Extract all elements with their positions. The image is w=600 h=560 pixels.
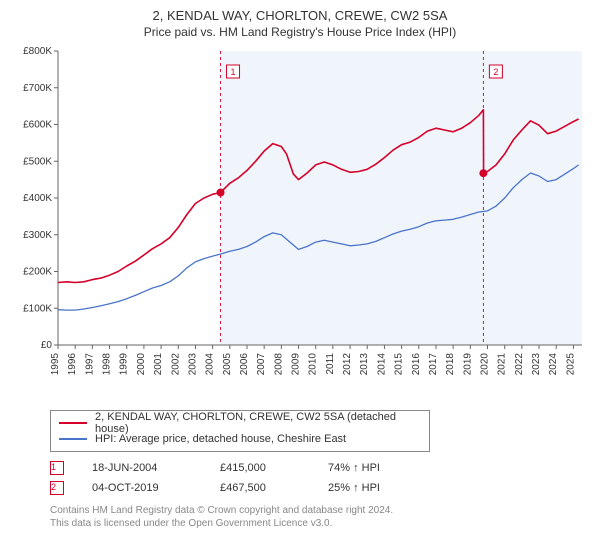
- sale-row: 2 04-OCT-2019 £467,500 25% ↑ HPI: [50, 478, 590, 498]
- sale-price: £415,000: [220, 462, 300, 474]
- svg-text:£200K: £200K: [23, 267, 52, 278]
- svg-text:2002: 2002: [170, 353, 181, 376]
- price-chart: £0 £100K £200K £300K £400K £500K £600K £700K £80…: [10, 45, 590, 401]
- svg-text:2013: 2013: [359, 353, 370, 376]
- svg-text:2012: 2012: [342, 353, 353, 376]
- svg-text:2007: 2007: [256, 353, 267, 376]
- svg-text:1999: 1999: [119, 353, 130, 376]
- sales-table: 1 18-JUN-2004 £415,000 74% ↑ HPI 2 04-OCT-201…: [50, 458, 590, 498]
- svg-text:1996: 1996: [67, 353, 78, 376]
- svg-text:2005: 2005: [222, 353, 233, 376]
- svg-text:1995: 1995: [50, 353, 61, 376]
- svg-text:2020: 2020: [480, 353, 491, 376]
- legend: 2, KENDAL WAY, CHORLTON, CREWE, CW2 5SA …: [50, 410, 430, 452]
- svg-text:2018: 2018: [445, 353, 456, 376]
- svg-text:2022: 2022: [514, 353, 525, 376]
- svg-text:2010: 2010: [308, 353, 319, 376]
- svg-text:£300K: £300K: [23, 230, 52, 241]
- svg-text:2011: 2011: [325, 353, 336, 375]
- svg-text:2001: 2001: [153, 353, 164, 376]
- svg-text:1: 1: [231, 67, 236, 77]
- legend-label-series1: 2, KENDAL WAY, CHORLTON, CREWE, CW2 5SA …: [95, 411, 421, 435]
- sale-pct: 25% ↑ HPI: [328, 482, 380, 494]
- sale-date: 18-JUN-2004: [92, 462, 192, 474]
- svg-text:£800K: £800K: [23, 46, 52, 57]
- svg-text:2025: 2025: [565, 353, 576, 376]
- svg-text:2023: 2023: [531, 353, 542, 376]
- svg-text:£500K: £500K: [23, 156, 52, 167]
- footnote: Contains HM Land Registry data © Crown c…: [50, 504, 590, 530]
- chart-title: 2, KENDAL WAY, CHORLTON, CREWE, CW2 5SA: [10, 8, 590, 23]
- legend-swatch-series1: [59, 422, 87, 424]
- svg-text:2003: 2003: [187, 353, 198, 376]
- sale-date: 04-OCT-2019: [92, 482, 192, 494]
- svg-text:1997: 1997: [84, 353, 95, 376]
- svg-text:2021: 2021: [497, 353, 508, 376]
- svg-text:£600K: £600K: [23, 120, 52, 131]
- svg-text:2009: 2009: [291, 353, 302, 376]
- sale-row: 1 18-JUN-2004 £415,000 74% ↑ HPI: [50, 458, 590, 478]
- sale-marker: 2: [50, 481, 64, 495]
- legend-label-series2: HPI: Average price, detached house, Ches…: [95, 433, 346, 445]
- svg-text:2004: 2004: [205, 353, 216, 376]
- svg-text:2008: 2008: [273, 353, 284, 376]
- svg-text:2015: 2015: [394, 353, 405, 376]
- svg-text:£100K: £100K: [23, 303, 52, 314]
- sale-marker: 1: [50, 461, 64, 475]
- svg-text:2016: 2016: [411, 353, 422, 376]
- legend-swatch-series2: [59, 438, 87, 440]
- svg-text:£0: £0: [41, 340, 53, 351]
- svg-text:£400K: £400K: [23, 193, 52, 204]
- svg-text:£700K: £700K: [23, 83, 52, 94]
- chart-subtitle: Price paid vs. HM Land Registry's House …: [10, 25, 590, 39]
- svg-text:2: 2: [493, 67, 498, 77]
- svg-text:2000: 2000: [136, 353, 147, 376]
- svg-text:2014: 2014: [376, 353, 387, 376]
- sale-pct: 74% ↑ HPI: [328, 462, 380, 474]
- sale-price: £467,500: [220, 482, 300, 494]
- svg-text:2024: 2024: [548, 353, 559, 376]
- svg-text:2017: 2017: [428, 353, 439, 376]
- svg-text:2006: 2006: [239, 353, 250, 376]
- svg-text:2019: 2019: [462, 353, 473, 376]
- svg-text:1998: 1998: [102, 353, 113, 376]
